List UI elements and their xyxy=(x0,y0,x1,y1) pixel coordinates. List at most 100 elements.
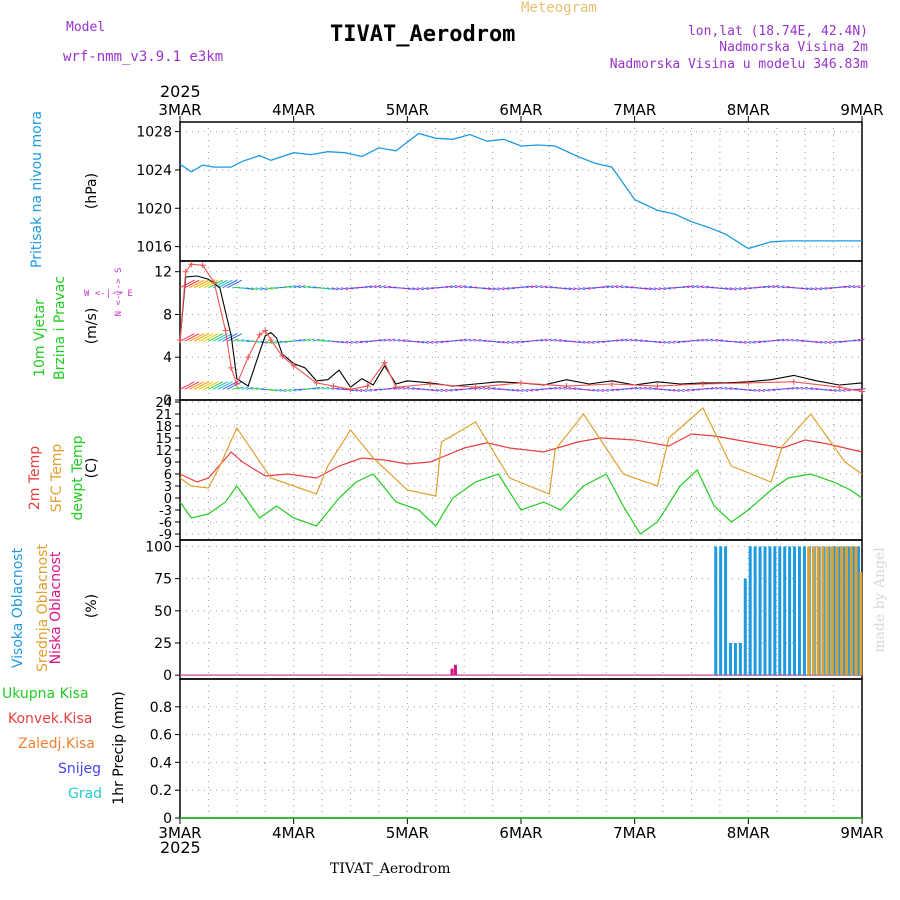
x-tick-label-top: 5MAR xyxy=(386,101,429,119)
wind-barb xyxy=(492,387,501,390)
wind-barb xyxy=(786,286,795,289)
wind-gust-marker xyxy=(279,353,286,360)
wind-barb xyxy=(540,285,548,289)
wind-gust-marker xyxy=(472,384,479,391)
wind-barb xyxy=(516,388,524,393)
wind-barb xyxy=(777,285,785,289)
wind-ytick-label: 0 xyxy=(163,393,172,409)
wind-barb xyxy=(549,386,557,390)
wind-barb xyxy=(796,287,804,290)
precip-frame xyxy=(179,678,863,819)
wind-barb xyxy=(634,339,643,342)
wind-gust-marker xyxy=(699,380,706,387)
wind-barb xyxy=(791,338,799,342)
cloud-mid-bar xyxy=(821,546,825,676)
wind-gust-marker xyxy=(364,383,371,390)
wind-barb xyxy=(668,388,676,392)
precip-ytick-label: 0.8 xyxy=(150,700,172,716)
wind-barb xyxy=(530,285,538,289)
precip-ytick-label: 0 xyxy=(163,811,172,827)
cloud-high-bar xyxy=(763,546,767,676)
wind-barb xyxy=(445,285,453,289)
wind-barb xyxy=(559,339,568,342)
wind-barb xyxy=(265,287,273,290)
wind-barb xyxy=(606,285,614,289)
cloud-high-bar xyxy=(783,546,787,676)
wind-barb xyxy=(303,285,311,289)
temp-sfc-line xyxy=(179,407,863,497)
cloud-mid-bar xyxy=(859,572,863,676)
wind-gust-marker xyxy=(245,354,252,361)
wind-barb xyxy=(658,287,666,291)
wind-barb xyxy=(383,338,391,342)
cloud-mid-bar xyxy=(826,546,830,676)
wind-barb xyxy=(758,340,767,343)
wind-barb xyxy=(611,284,619,289)
wind-barb xyxy=(663,388,672,392)
wind-barb xyxy=(682,285,690,289)
wind-barb xyxy=(270,287,278,289)
cloud-high-bar xyxy=(743,578,747,676)
pressure-frame xyxy=(179,121,863,262)
wind-barb xyxy=(582,287,591,290)
wind-speed-line xyxy=(179,275,863,388)
wind-barb xyxy=(767,285,775,289)
footer-title: TIVAT_Aerodrom xyxy=(330,861,451,877)
wind-barb xyxy=(587,340,595,344)
wind-gust-marker xyxy=(790,378,797,385)
wind-barb xyxy=(421,287,430,290)
wind-barb xyxy=(203,279,219,289)
wind-barb xyxy=(478,287,487,290)
wind-barb xyxy=(431,340,439,344)
wind-barb xyxy=(506,287,515,290)
wind-barb xyxy=(582,340,590,344)
wind-barb xyxy=(184,279,200,289)
wind-gust-marker xyxy=(228,364,235,371)
temp-ytick-label: 15 xyxy=(155,432,172,447)
wind-gust-marker xyxy=(267,337,274,344)
wind-barb xyxy=(772,285,780,289)
wind-barb xyxy=(663,340,671,344)
wind-barb xyxy=(497,287,505,291)
wind-barb xyxy=(251,387,259,390)
wind-barb xyxy=(672,340,681,344)
cloud-mid-bar xyxy=(830,546,834,676)
temp-dewpt-line xyxy=(179,468,863,535)
wind-barb xyxy=(231,338,240,342)
wind-barb xyxy=(217,381,233,390)
wind-barb xyxy=(677,388,685,393)
lonlat-label: lon,lat (18.74E, 42.4N) xyxy=(687,24,868,39)
wind-barb xyxy=(777,338,785,342)
wind-barb xyxy=(407,387,415,390)
x-tick-label-top: 9MAR xyxy=(840,101,883,119)
wind-barb xyxy=(497,340,505,344)
wind-barb xyxy=(412,340,420,343)
wind-barb xyxy=(615,285,624,289)
cloud-ytick-label: 100 xyxy=(145,539,172,555)
temp-frame xyxy=(179,399,863,541)
wind-barb xyxy=(710,386,718,390)
wind-barb xyxy=(355,388,363,392)
wind-barb xyxy=(620,285,629,289)
x-tick-label-bottom: 3MAR xyxy=(158,824,201,842)
temp-ytick-label: 6 xyxy=(164,468,172,483)
wind-barb xyxy=(710,338,719,342)
wind-barb xyxy=(193,279,209,289)
wind-barb xyxy=(819,287,828,290)
wind-barb xyxy=(454,285,462,289)
cloud-ytick-label: 25 xyxy=(154,636,172,652)
cloud-mid-bar xyxy=(845,546,849,676)
wind-barb xyxy=(815,340,823,344)
wind-barb xyxy=(412,287,420,291)
wind-barb xyxy=(796,386,803,390)
wind-barb xyxy=(521,285,529,289)
wind-barb xyxy=(834,340,842,344)
wind-barb xyxy=(705,338,713,342)
wind-barb xyxy=(336,340,344,344)
wind-barb xyxy=(568,387,577,390)
wind-gust-marker xyxy=(836,384,843,391)
wind-barb xyxy=(293,339,302,342)
wind-barb xyxy=(596,388,604,393)
cloud-high-bar xyxy=(738,642,742,676)
wind-barb xyxy=(625,286,634,289)
